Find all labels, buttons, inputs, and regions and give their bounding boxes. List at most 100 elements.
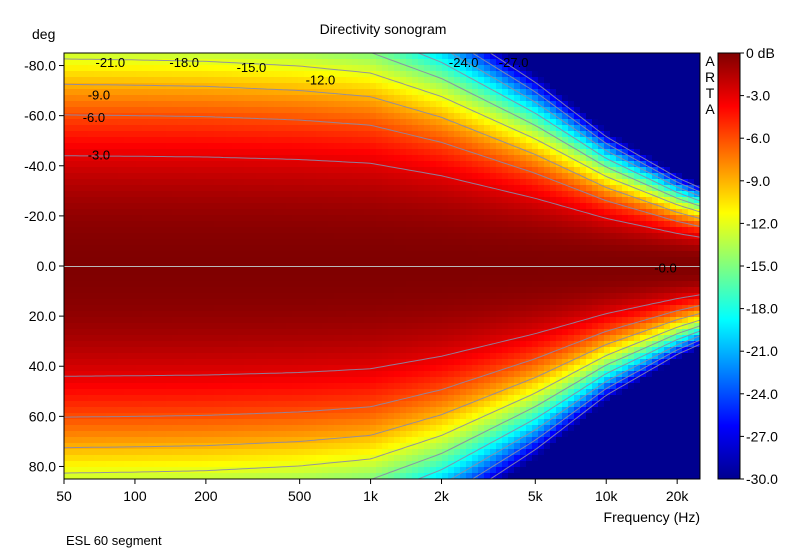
heatmap-cell [358, 407, 365, 414]
heatmap-cell [466, 413, 473, 420]
heatmap-cell [166, 251, 173, 258]
heatmap-cell [106, 245, 113, 252]
heatmap-cell [358, 197, 365, 204]
heatmap-cell [130, 77, 137, 84]
heatmap-cell [310, 197, 317, 204]
heatmap-cell [328, 437, 335, 444]
heatmap-cell [262, 83, 269, 90]
heatmap-cell [436, 359, 443, 366]
heatmap-cell [118, 467, 125, 474]
heatmap-cell [286, 371, 293, 378]
heatmap-cell [232, 257, 239, 264]
heatmap-cell [352, 293, 359, 300]
heatmap-cell [190, 419, 197, 426]
heatmap-cell [280, 173, 287, 180]
heatmap-cell [388, 395, 395, 402]
heatmap-cell [370, 101, 377, 108]
heatmap-cell [298, 143, 305, 150]
heatmap-cell [382, 455, 389, 462]
heatmap-cell [250, 221, 257, 228]
heatmap-cell [436, 227, 443, 234]
heatmap-cell [268, 449, 275, 456]
heatmap-cell [268, 281, 275, 288]
heatmap-cell [304, 431, 311, 438]
heatmap-cell [88, 377, 95, 384]
heatmap-cell [184, 125, 191, 132]
heatmap-cell [232, 419, 239, 426]
heatmap-cell [196, 77, 203, 84]
heatmap-cell [88, 329, 95, 336]
heatmap-cell [88, 383, 95, 390]
heatmap-cell [82, 317, 89, 324]
heatmap-cell [100, 347, 107, 354]
heatmap-cell [70, 245, 77, 252]
heatmap-cell [358, 329, 365, 336]
heatmap-cell [388, 191, 395, 198]
heatmap-cell [70, 185, 77, 192]
heatmap-cell [466, 401, 473, 408]
heatmap-cell [118, 77, 125, 84]
heatmap-cell [202, 107, 209, 114]
heatmap-cell [340, 461, 347, 468]
heatmap-cell [430, 71, 437, 78]
heatmap-cell [136, 155, 143, 162]
heatmap-cell [100, 359, 107, 366]
heatmap-cell [430, 341, 437, 348]
heatmap-cell [304, 371, 311, 378]
heatmap-cell [88, 221, 95, 228]
heatmap-cell [106, 275, 113, 282]
heatmap-cell [304, 53, 311, 60]
heatmap-cell [478, 155, 485, 162]
heatmap-cell [472, 239, 479, 246]
heatmap-cell [298, 467, 305, 474]
heatmap-cell [196, 299, 203, 306]
heatmap-cell [478, 317, 485, 324]
heatmap-cell [304, 191, 311, 198]
heatmap-cell [280, 215, 287, 222]
heatmap-cell [148, 119, 155, 126]
heatmap-cell [244, 443, 251, 450]
heatmap-cell [232, 353, 239, 360]
heatmap-cell [388, 221, 395, 228]
heatmap-cell [214, 269, 221, 276]
heatmap-cell [208, 95, 215, 102]
heatmap-cell [178, 245, 185, 252]
heatmap-cell [100, 431, 107, 438]
heatmap-cell [394, 323, 401, 330]
heatmap-cell [298, 161, 305, 168]
heatmap-cell [76, 245, 83, 252]
heatmap-cell [262, 251, 269, 258]
heatmap-cell [196, 149, 203, 156]
heatmap-cell [430, 335, 437, 342]
heatmap-cell [64, 305, 71, 312]
heatmap-cell [190, 239, 197, 246]
heatmap-cell [274, 371, 281, 378]
heatmap-cell [172, 53, 179, 60]
heatmap-cell [94, 59, 101, 66]
heatmap-cell [256, 269, 263, 276]
heatmap-cell [208, 299, 215, 306]
heatmap-cell [64, 467, 71, 474]
heatmap-cell [238, 113, 245, 120]
heatmap-cell [292, 305, 299, 312]
heatmap-cell [88, 251, 95, 258]
heatmap-cell [292, 395, 299, 402]
heatmap-cell [352, 455, 359, 462]
heatmap-cell [178, 419, 185, 426]
heatmap-cell [190, 95, 197, 102]
heatmap-cell [400, 293, 407, 300]
heatmap-cell [454, 455, 461, 462]
heatmap-cell [394, 413, 401, 420]
heatmap-cell [400, 161, 407, 168]
heatmap-cell [256, 137, 263, 144]
heatmap-cell [316, 275, 323, 282]
heatmap-cell [64, 65, 71, 72]
heatmap-cell [322, 71, 329, 78]
heatmap-cell [436, 95, 443, 102]
heatmap-cell [460, 125, 467, 132]
heatmap-cell [202, 131, 209, 138]
heatmap-cell [136, 323, 143, 330]
heatmap-cell [232, 281, 239, 288]
heatmap-cell [184, 293, 191, 300]
heatmap-cell [442, 431, 449, 438]
